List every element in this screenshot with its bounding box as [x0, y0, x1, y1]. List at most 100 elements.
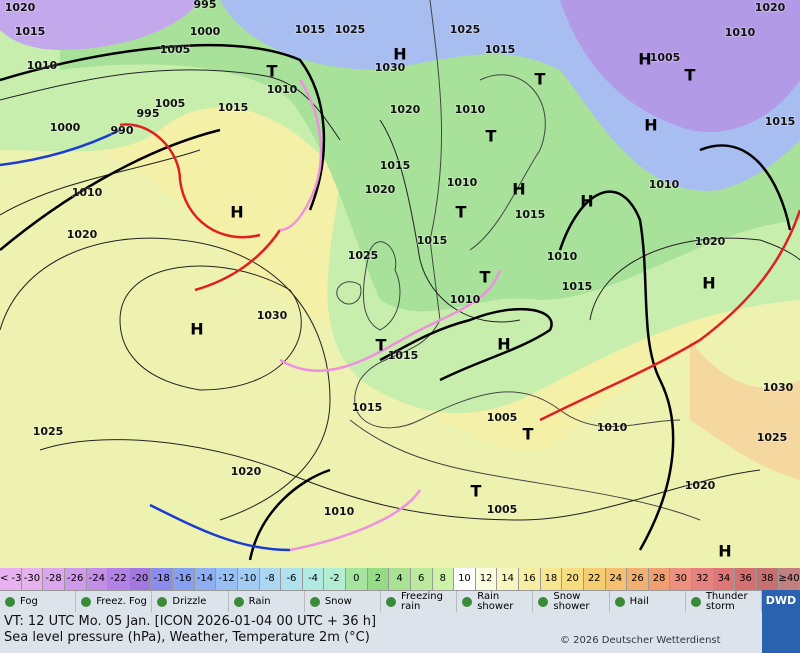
- isobar-label: 1010: [649, 178, 680, 191]
- isobar-label: 1020: [695, 235, 726, 248]
- pressure-center: H: [190, 320, 203, 339]
- scale-cell: 14: [497, 568, 519, 590]
- scale-cell: 8: [432, 568, 455, 590]
- isobar-label: 1015: [485, 43, 516, 56]
- isobar-label: 1020: [365, 183, 396, 196]
- pressure-center: T: [535, 70, 546, 89]
- isobar-label: 1015: [352, 401, 383, 414]
- pressure-center: T: [523, 425, 534, 444]
- isobar-label: 1025: [757, 431, 788, 444]
- scale-cell: -2: [324, 568, 346, 590]
- scale-cell: -4: [302, 568, 325, 590]
- scale-cell: 18: [540, 568, 563, 590]
- scale-cell: -8: [259, 568, 282, 590]
- scale-cell: -10: [237, 568, 260, 590]
- isobar-label: 1010: [547, 250, 578, 263]
- scale-cell: -20: [129, 568, 152, 590]
- weather-legend: Fog Freez. Fog Drizzle Rain Snow Freezing rai…: [0, 590, 763, 613]
- scale-cell: 36: [735, 568, 757, 590]
- scale-cell: < -30: [0, 568, 22, 590]
- temperature-area: [0, 0, 200, 50]
- description: Sea level pressure (hPa), Weather, Tempe…: [4, 630, 370, 645]
- isobar-label: 1025: [348, 249, 379, 262]
- isobars: [0, 43, 800, 561]
- pressure-center: T: [480, 268, 491, 287]
- pressure-center: T: [267, 62, 278, 81]
- color-scale: < -30-30-28-26-24-22-20-18-16-14-12-10-8…: [0, 568, 800, 590]
- isobar-label: 1015: [15, 25, 46, 38]
- isobar-label: 1000: [190, 25, 221, 38]
- isobar-label: 1015: [765, 115, 796, 128]
- isobar-label: 1025: [450, 23, 481, 36]
- scale-cell: 6: [410, 568, 433, 590]
- copyright: © 2026 Deutscher Wetterdienst: [560, 635, 721, 646]
- isobar-label: 1020: [755, 1, 786, 14]
- scale-cell: 32: [692, 568, 714, 590]
- footer: VT: 12 UTC Mo. 05 Jan. [ICON 2026-01-04 …: [0, 612, 762, 653]
- scale-cell: 2: [367, 568, 390, 590]
- legend-item: Drizzle: [152, 591, 229, 613]
- isobar-label: 1030: [763, 381, 794, 394]
- scale-cell: -30: [21, 568, 44, 590]
- legend-item: Thunder storm: [686, 591, 763, 613]
- valid-time: VT: 12 UTC Mo. 05 Jan. [ICON 2026-01-04 …: [4, 614, 377, 629]
- scale-cell: 20: [562, 568, 584, 590]
- pressure-center: T: [486, 127, 497, 146]
- scale-cell: -14: [194, 568, 217, 590]
- scale-cell: -26: [64, 568, 87, 590]
- isobar-label: 990: [111, 124, 134, 137]
- scale-cell: -12: [216, 568, 238, 590]
- temperature-area: [690, 340, 800, 480]
- isobar-label: 1015: [417, 234, 448, 247]
- scale-cell: 28: [648, 568, 671, 590]
- isobar-label: 1025: [335, 23, 366, 36]
- legend-item: Freez. Fog: [76, 591, 153, 613]
- isobar-label: 1015: [515, 208, 546, 221]
- scale-cell: -24: [86, 568, 109, 590]
- legend-item: Fog: [0, 591, 77, 613]
- isobar-label: 1010: [597, 421, 628, 434]
- isobar-label: 1020: [5, 1, 36, 14]
- pressure-center: H: [644, 116, 657, 135]
- isobar-label: 1005: [650, 51, 681, 64]
- scale-cell: -28: [43, 568, 65, 590]
- scale-cell: 26: [627, 568, 649, 590]
- pressure-center: H: [580, 192, 593, 211]
- pressure-center: H: [638, 50, 651, 69]
- pressure-center: T: [685, 66, 696, 85]
- temperature-area: [560, 0, 800, 132]
- pressure-center: H: [512, 180, 525, 199]
- isobar-label: 1020: [685, 479, 716, 492]
- isobar-label: 1005: [160, 43, 191, 56]
- isobar-label: 1005: [155, 97, 186, 110]
- isobar-label: 1010: [267, 83, 298, 96]
- scale-cell: -18: [151, 568, 173, 590]
- isobar-label: 995: [194, 0, 217, 11]
- scale-cell: 0: [346, 568, 368, 590]
- temperature-area: [0, 135, 800, 568]
- scale-cell: 38: [756, 568, 779, 590]
- pressure-center: T: [456, 203, 467, 222]
- scale-cell: ≥40 °C: [778, 568, 800, 590]
- legend-item: Snow: [305, 591, 382, 613]
- scale-cell: 24: [605, 568, 628, 590]
- isobar-label: 1010: [455, 103, 486, 116]
- logo: DWD: [762, 590, 800, 653]
- isobar-label: 995: [137, 107, 160, 120]
- isobar-label: 1010: [324, 505, 355, 518]
- isobar-label: 1020: [231, 465, 262, 478]
- scale-cell: 22: [583, 568, 606, 590]
- scale-cell: 30: [670, 568, 692, 590]
- isobar-label: 1015: [380, 159, 411, 172]
- isobar-label: 1005: [487, 503, 518, 516]
- isobar-label: 1015: [218, 101, 249, 114]
- scale-cell: -6: [281, 568, 303, 590]
- isobar-label: 1020: [67, 228, 98, 241]
- pressure-center: H: [393, 45, 406, 64]
- isobar-label: 1020: [390, 103, 421, 116]
- fronts: [0, 79, 800, 552]
- isobar-label: 1010: [27, 59, 58, 72]
- isobar-label: 1025: [33, 425, 64, 438]
- legend-item: Snow shower: [533, 591, 610, 613]
